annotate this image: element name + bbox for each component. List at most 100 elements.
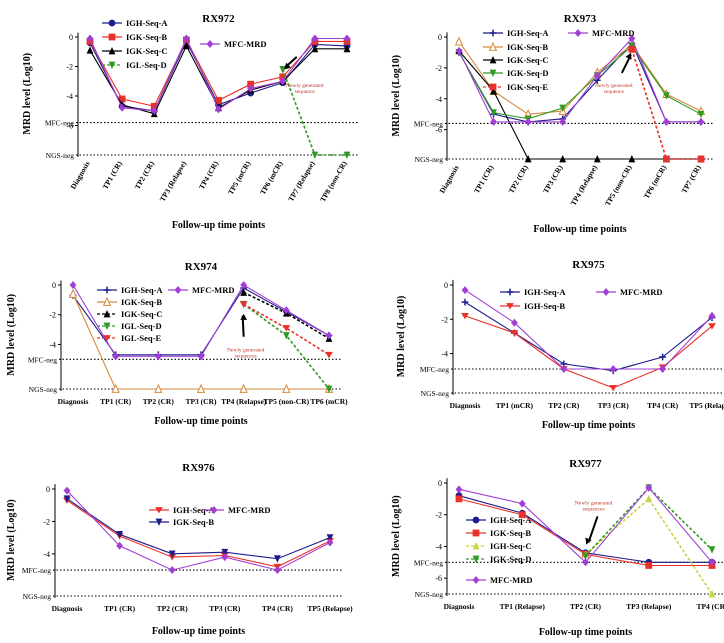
legend-entry: IGL-Seq-D	[97, 321, 162, 331]
y-tick-label: -2	[441, 315, 448, 324]
legend-label: MFC-MRD	[192, 285, 234, 295]
legend-label: IGL-Seq-D	[126, 60, 167, 70]
ngs-neg-label: NGS-neg	[23, 592, 52, 601]
legend-swatch-marker	[602, 288, 610, 296]
series-line	[72, 287, 330, 356]
y-axis-label: MRD level (Log10)	[6, 294, 17, 376]
data-point	[282, 383, 291, 393]
legend-swatch-marker	[155, 507, 163, 514]
legend-swatch-marker	[103, 310, 111, 318]
legend-label: IGK-Seq-C	[121, 309, 163, 319]
data-point	[279, 77, 287, 86]
data-point	[659, 353, 666, 361]
annotation-text: Newly generated	[227, 348, 265, 354]
data-point	[111, 383, 120, 393]
y-tick-label: -4	[66, 92, 73, 101]
chart-title: RX977	[569, 458, 602, 470]
annotation-text: Newly generated	[575, 500, 613, 506]
legend-entry: MFC-MRD	[466, 575, 532, 585]
x-tick-label: TP2 (CR)	[570, 602, 602, 611]
x-tick-label: TP3 (Relapse)	[158, 159, 189, 203]
x-tick-label: Diagnosis	[450, 401, 481, 410]
x-tick-label: TP1 (Relapse)	[500, 602, 546, 611]
legend-label: IGK-Seq-B	[121, 297, 162, 307]
legend-entry: IGH-Seq-A	[102, 18, 168, 28]
x-tick-label: TP8 (non-CR)	[318, 159, 349, 203]
annotation-arrow-head	[284, 62, 291, 70]
annotation-arrow-head	[240, 313, 248, 320]
y-tick-label: -6	[66, 122, 73, 131]
ngs-neg-label: NGS-neg	[415, 590, 444, 599]
data-point	[559, 117, 567, 126]
y-tick-label: -2	[49, 311, 56, 320]
x-tick-label: TP5 (mCR)	[226, 159, 253, 196]
x-tick-label: TP1 (CR)	[101, 159, 125, 191]
legend-swatch-marker	[506, 288, 514, 296]
legend-entry: IGH-Seq-C	[466, 541, 532, 551]
data-point	[582, 558, 589, 567]
legend-entry: IGK-Seq-C	[483, 55, 549, 65]
data-point	[461, 286, 469, 295]
legend-swatch-marker	[472, 542, 480, 550]
series-line	[66, 499, 331, 568]
series-line	[464, 301, 713, 372]
data-point	[221, 548, 229, 557]
data-point	[524, 117, 532, 126]
chart-panel-rx975: RX975 0 -2 -4 MFC-neg NGS-neg MRD level (Log10…	[396, 259, 724, 431]
y-tick-label: -4	[441, 350, 448, 359]
series-mfc-mrd	[86, 34, 351, 115]
data-point	[518, 499, 526, 508]
series-igk-seq-d	[455, 42, 705, 123]
legend-entry: MFC-MRD	[596, 287, 662, 297]
legend-entry: IGH-Seq-A	[97, 285, 163, 295]
legend-label: IGK-Seq-D	[490, 554, 532, 564]
x-tick-label: TP3 (CR)	[209, 604, 241, 613]
series-line	[66, 490, 331, 571]
data-point	[116, 541, 123, 550]
legend-entry: MFC-MRD	[204, 505, 270, 515]
data-point	[708, 590, 716, 598]
chart-title: RX972	[202, 13, 235, 25]
data-point	[645, 483, 653, 492]
data-point	[154, 383, 163, 393]
annotation-arrow-head	[625, 52, 632, 60]
data-point	[609, 384, 618, 392]
x-tick-label: TP6 (mCR)	[642, 163, 669, 200]
data-point	[582, 552, 589, 560]
annotation-text: Newly generated	[595, 83, 633, 89]
data-point	[274, 566, 281, 575]
series-mfc-mrd	[461, 286, 716, 373]
legend-swatch-marker	[489, 69, 497, 77]
series-igl-seq-d	[279, 66, 351, 159]
mfc-neg-label: MFC-neg	[414, 558, 443, 567]
data-point	[454, 36, 464, 46]
x-tick-label: TP1 (CR)	[100, 397, 132, 406]
x-tick-label: TP2 (CR)	[133, 159, 157, 191]
x-tick-label: Diagnosis	[69, 159, 92, 190]
y-tick-label: -2	[435, 64, 442, 73]
x-axis-label: Follow-up time points	[152, 626, 245, 637]
chart-panel-rx977: RX977 0 -2 -4 -6 MFC-neg NGS-neg MRD level (Log…	[391, 458, 724, 638]
legend-label: MFC-MRD	[620, 287, 662, 297]
series-mfc-mrd	[63, 486, 334, 575]
legend-entry: IGK-Seq-B	[483, 41, 548, 52]
data-point	[343, 34, 351, 43]
data-point	[311, 34, 319, 43]
data-point	[326, 538, 334, 547]
series-line	[458, 50, 701, 160]
y-tick-label: -2	[66, 63, 73, 72]
data-point	[510, 330, 519, 337]
legend-label: IGH-Seq-A	[490, 515, 532, 525]
x-tick-label: Diagnosis	[58, 397, 89, 406]
legend-label: MFC-MRD	[224, 39, 266, 49]
chart-title: RX975	[572, 259, 605, 271]
legend-swatch-marker	[206, 40, 214, 48]
data-point	[240, 288, 248, 296]
data-point	[221, 553, 229, 562]
data-point	[455, 495, 463, 503]
data-point	[628, 34, 636, 43]
data-point	[196, 383, 206, 393]
